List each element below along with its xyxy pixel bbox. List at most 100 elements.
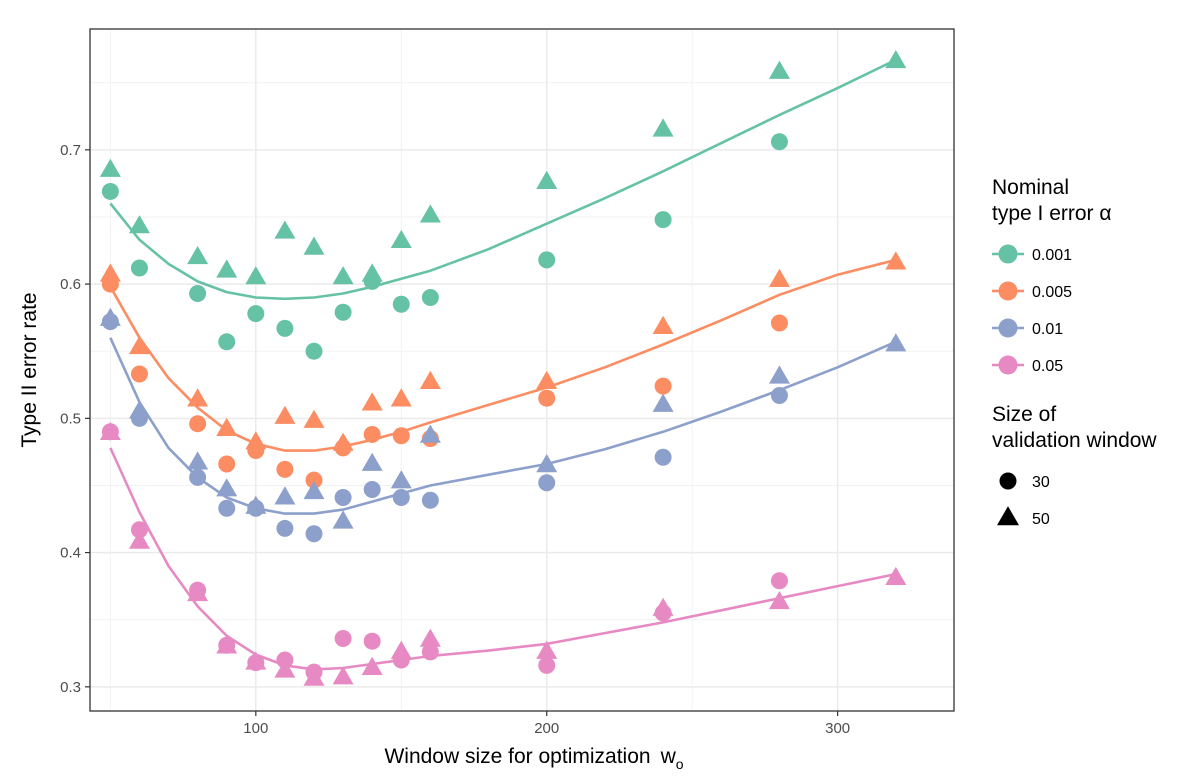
point-0.001-50 bbox=[419, 204, 441, 223]
point-0.01-30 bbox=[189, 468, 207, 486]
point-0.005-50 bbox=[332, 432, 354, 451]
legend-key-dot-0.001 bbox=[998, 244, 1018, 264]
point-0.01-50 bbox=[245, 495, 267, 514]
point-0.01-30 bbox=[392, 489, 410, 507]
y-tick-label: 0.4 bbox=[60, 545, 81, 562]
point-0.01-30 bbox=[305, 525, 323, 543]
point-0.05-30 bbox=[421, 643, 439, 661]
y-tick-label: 0.3 bbox=[60, 679, 81, 696]
point-0.05-30 bbox=[363, 632, 381, 650]
point-0.01-50 bbox=[536, 454, 558, 473]
point-0.01-50 bbox=[768, 365, 790, 384]
point-0.05-50 bbox=[652, 597, 674, 616]
legend-shape-label-50: 50 bbox=[1032, 511, 1050, 528]
point-0.05-50 bbox=[536, 640, 558, 659]
legend-label-0.001: 0.001 bbox=[1032, 247, 1072, 264]
smooth-line-0.005 bbox=[109, 258, 897, 452]
point-0.005-50 bbox=[128, 335, 150, 355]
point-0.001-30 bbox=[101, 182, 119, 200]
legend-color-keys: 0.001 0.005 0.01 0.05 bbox=[992, 244, 1072, 375]
point-0.001-30 bbox=[189, 284, 207, 302]
point-0.005-50 bbox=[245, 431, 267, 450]
y-tick-label: 0.7 bbox=[60, 142, 81, 159]
point-0.01-50 bbox=[885, 333, 907, 352]
point-0.05-50 bbox=[99, 421, 121, 441]
legend-color-title-line2: type I error α bbox=[992, 202, 1112, 225]
point-0.05-50 bbox=[361, 656, 383, 675]
point-0.05-50 bbox=[390, 640, 412, 659]
point-0.001-30 bbox=[654, 211, 672, 229]
legend-label-0.005: 0.005 bbox=[1032, 284, 1072, 301]
legend-key-dot-0.05 bbox=[998, 355, 1018, 375]
point-0.001-30 bbox=[334, 303, 352, 321]
point-0.001-30 bbox=[276, 319, 294, 337]
point-0.005-50 bbox=[885, 251, 907, 270]
point-0.005-50 bbox=[99, 263, 121, 282]
point-0.001-50 bbox=[187, 245, 209, 265]
point-0.01-30 bbox=[276, 519, 294, 537]
point-0.05-50 bbox=[245, 651, 267, 670]
point-0.001-50 bbox=[303, 236, 325, 255]
point-0.001-30 bbox=[392, 295, 410, 313]
point-0.05-30 bbox=[130, 521, 148, 539]
y-axis: 0.3 0.4 0.5 0.6 0.7 bbox=[60, 142, 90, 696]
point-0.01-50 bbox=[419, 424, 441, 443]
data-points bbox=[99, 49, 907, 686]
point-0.001-50 bbox=[652, 118, 674, 137]
point-0.01-50 bbox=[187, 451, 209, 470]
point-0.005-30 bbox=[770, 314, 788, 332]
point-0.01-30 bbox=[218, 499, 236, 517]
point-0.01-30 bbox=[654, 448, 672, 466]
point-0.001-30 bbox=[218, 333, 236, 351]
point-0.005-30 bbox=[189, 415, 207, 433]
point-0.001-50 bbox=[361, 263, 383, 282]
x-tick-label: 200 bbox=[534, 720, 559, 737]
point-0.005-30 bbox=[363, 425, 381, 443]
point-0.01-50 bbox=[274, 486, 296, 505]
point-0.001-50 bbox=[332, 266, 354, 285]
legend-shape-circle bbox=[999, 472, 1017, 490]
point-0.05-50 bbox=[332, 666, 354, 685]
point-0.05-50 bbox=[216, 635, 238, 654]
point-0.001-50 bbox=[768, 60, 790, 79]
point-0.001-30 bbox=[421, 289, 439, 307]
point-0.001-50 bbox=[216, 259, 238, 278]
point-0.01-50 bbox=[99, 307, 121, 326]
plot-panel bbox=[90, 29, 954, 711]
point-0.001-30 bbox=[305, 342, 323, 360]
point-0.01-30 bbox=[538, 474, 556, 492]
point-0.001-30 bbox=[770, 133, 788, 151]
point-0.05-50 bbox=[885, 566, 907, 586]
point-0.05-30 bbox=[334, 630, 352, 648]
y-axis-title: Type II error rate bbox=[18, 292, 41, 447]
point-0.01-30 bbox=[363, 480, 381, 498]
point-0.01-50 bbox=[652, 393, 674, 412]
point-0.001-30 bbox=[247, 305, 265, 323]
legend-shape-title-line1: Size of bbox=[992, 403, 1056, 426]
point-0.005-30 bbox=[392, 427, 410, 445]
legend: Nominal type I error α 0.0010.0050.010.0… bbox=[992, 176, 1157, 528]
point-0.01-50 bbox=[332, 510, 354, 529]
legend-shape-label-30: 30 bbox=[1032, 474, 1050, 491]
point-0.01-50 bbox=[216, 478, 238, 497]
point-0.005-30 bbox=[218, 455, 236, 473]
point-0.005-50 bbox=[187, 388, 209, 407]
legend-key-dot-0.01 bbox=[998, 318, 1018, 338]
point-0.01-50 bbox=[128, 400, 150, 419]
point-0.005-50 bbox=[768, 268, 790, 287]
legend-label-0.05: 0.05 bbox=[1032, 358, 1063, 375]
point-0.005-30 bbox=[130, 365, 148, 383]
legend-key-dot-0.005 bbox=[998, 281, 1018, 301]
point-0.05-50 bbox=[768, 590, 790, 610]
point-0.005-30 bbox=[276, 460, 294, 478]
x-axis-title: Window size for optimization wo bbox=[384, 745, 683, 772]
x-axis-title-subscript: o bbox=[676, 756, 684, 772]
point-0.01-50 bbox=[390, 470, 412, 489]
point-0.005-30 bbox=[305, 471, 323, 489]
point-0.001-50 bbox=[128, 215, 150, 234]
legend-shape-title-line2: validation window bbox=[992, 429, 1157, 452]
point-0.01-50 bbox=[361, 452, 383, 471]
legend-shape-triangle bbox=[997, 506, 1019, 526]
legend-color-title-line1: Nominal bbox=[992, 176, 1069, 199]
